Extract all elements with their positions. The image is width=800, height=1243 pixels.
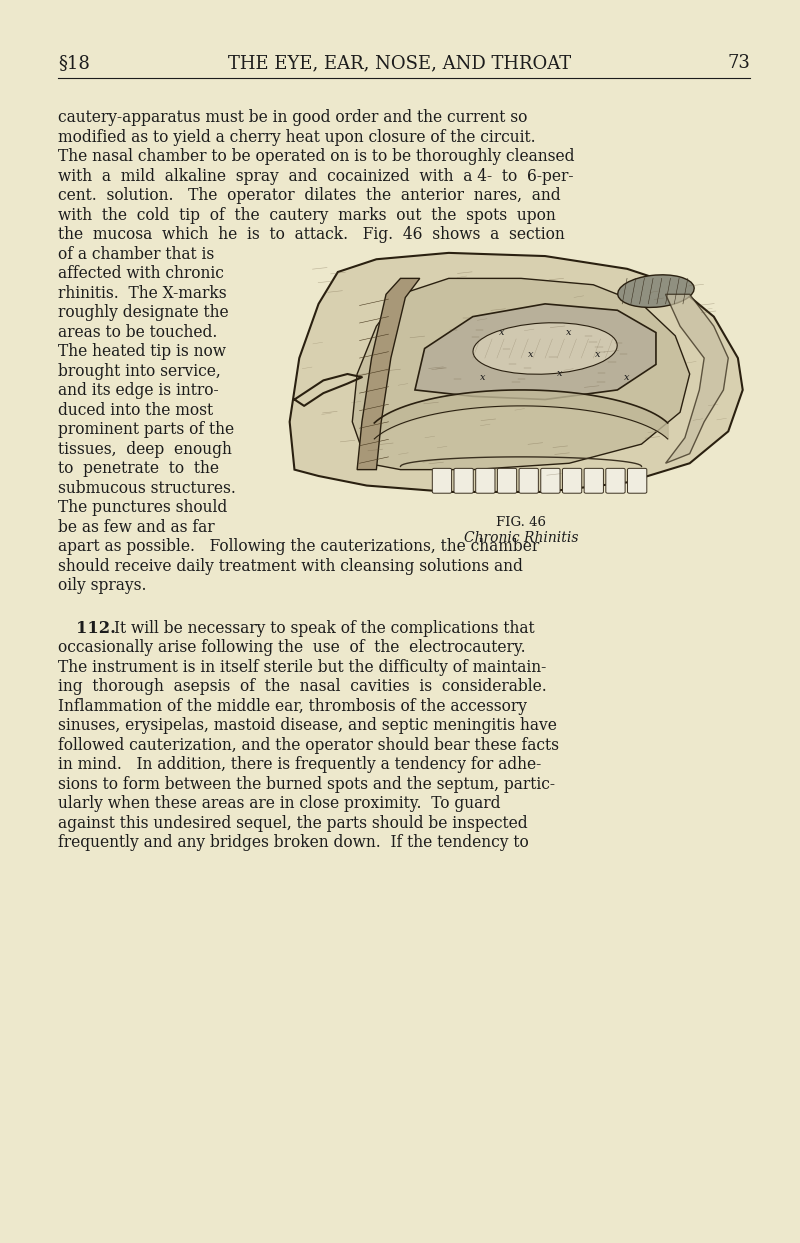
Text: x: x	[528, 351, 534, 359]
Text: The punctures should: The punctures should	[58, 498, 227, 516]
Text: Chronic Rhinitis: Chronic Rhinitis	[464, 531, 578, 544]
FancyBboxPatch shape	[541, 469, 560, 493]
Text: the  mucosa  which  he  is  to  attack.   Fig.  46  shows  a  section: the mucosa which he is to attack. Fig. 4…	[58, 226, 565, 242]
Polygon shape	[290, 252, 742, 492]
Text: x: x	[480, 373, 485, 382]
Text: roughly designate the: roughly designate the	[58, 305, 229, 321]
Text: §18: §18	[58, 53, 90, 72]
Text: with  the  cold  tip  of  the  cautery  marks  out  the  spots  upon: with the cold tip of the cautery marks o…	[58, 206, 556, 224]
Text: and its edge is intro-: and its edge is intro-	[58, 382, 218, 399]
FancyBboxPatch shape	[432, 469, 451, 493]
FancyBboxPatch shape	[606, 469, 625, 493]
Text: modified as to yield a cherry heat upon closure of the circuit.: modified as to yield a cherry heat upon …	[58, 128, 536, 145]
Text: prominent parts of the: prominent parts of the	[58, 421, 234, 438]
Text: x: x	[499, 328, 505, 337]
Polygon shape	[352, 278, 690, 470]
Text: duced into the most: duced into the most	[58, 401, 213, 419]
Text: areas to be touched.: areas to be touched.	[58, 323, 218, 341]
Text: with  a  mild  alkaline  spray  and  cocainized  with  a 4-  to  6-per-: with a mild alkaline spray and cocainize…	[58, 168, 574, 184]
Text: FIG. 46: FIG. 46	[496, 516, 546, 528]
Text: x: x	[595, 351, 601, 359]
Text: tissues,  deep  enough: tissues, deep enough	[58, 440, 232, 457]
Text: be as few and as far: be as few and as far	[58, 518, 214, 536]
Text: ing  thorough  asepsis  of  the  nasal  cavities  is  considerable.: ing thorough asepsis of the nasal caviti…	[58, 679, 546, 695]
Text: submucous structures.: submucous structures.	[58, 480, 236, 496]
Text: followed cauterization, and the operator should bear these facts: followed cauterization, and the operator…	[58, 737, 559, 755]
FancyBboxPatch shape	[498, 469, 517, 493]
Text: frequently and any bridges broken down.  If the tendency to: frequently and any bridges broken down. …	[58, 834, 529, 851]
Ellipse shape	[618, 275, 694, 307]
Text: x: x	[624, 373, 630, 382]
FancyBboxPatch shape	[627, 469, 647, 493]
FancyBboxPatch shape	[519, 469, 538, 493]
FancyBboxPatch shape	[584, 469, 603, 493]
Text: sions to form between the burned spots and the septum, partic-: sions to form between the burned spots a…	[58, 776, 555, 793]
Text: affected with chronic: affected with chronic	[58, 265, 224, 282]
Text: should receive daily treatment with cleansing solutions and: should receive daily treatment with clea…	[58, 558, 523, 574]
Text: against this undesired sequel, the parts should be inspected: against this undesired sequel, the parts…	[58, 815, 528, 832]
FancyBboxPatch shape	[454, 469, 474, 493]
Text: ularly when these areas are in close proximity.  To guard: ularly when these areas are in close pro…	[58, 796, 501, 813]
Text: Inflammation of the middle ear, thrombosis of the accessory: Inflammation of the middle ear, thrombos…	[58, 697, 527, 715]
Text: x: x	[566, 328, 572, 337]
Text: 73: 73	[727, 53, 750, 72]
Text: The heated tip is now: The heated tip is now	[58, 343, 226, 360]
Text: occasionally arise following the  use  of  the  electrocautery.: occasionally arise following the use of …	[58, 639, 526, 656]
Text: 112.: 112.	[76, 620, 116, 636]
Text: oily sprays.: oily sprays.	[58, 577, 146, 594]
Text: cautery-apparatus must be in good order and the current so: cautery-apparatus must be in good order …	[58, 109, 527, 126]
Text: in mind.   In addition, there is frequently a tendency for adhe-: in mind. In addition, there is frequentl…	[58, 757, 542, 773]
Text: It will be necessary to speak of the complications that: It will be necessary to speak of the com…	[114, 620, 534, 636]
Text: The instrument is in itself sterile but the difficulty of maintain-: The instrument is in itself sterile but …	[58, 659, 546, 676]
Polygon shape	[357, 278, 420, 470]
Text: rhinitis.  The X-marks: rhinitis. The X-marks	[58, 285, 226, 302]
Text: The nasal chamber to be operated on is to be thoroughly cleansed: The nasal chamber to be operated on is t…	[58, 148, 574, 165]
Text: brought into service,: brought into service,	[58, 363, 221, 379]
Ellipse shape	[473, 323, 618, 374]
FancyBboxPatch shape	[476, 469, 495, 493]
Text: sinuses, erysipelas, mastoid disease, and septic meningitis have: sinuses, erysipelas, mastoid disease, an…	[58, 717, 557, 735]
Text: THE EYE, EAR, NOSE, AND THROAT: THE EYE, EAR, NOSE, AND THROAT	[229, 53, 571, 72]
Polygon shape	[415, 303, 656, 399]
Text: apart as possible.   Following the cauterizations, the chamber: apart as possible. Following the cauteri…	[58, 538, 539, 556]
Text: to  penetrate  to  the: to penetrate to the	[58, 460, 219, 477]
Text: x: x	[557, 369, 562, 379]
Text: of a chamber that is: of a chamber that is	[58, 246, 214, 262]
Polygon shape	[666, 295, 728, 464]
Text: cent.  solution.   The  operator  dilates  the  anterior  nares,  and: cent. solution. The operator dilates the…	[58, 186, 561, 204]
FancyBboxPatch shape	[562, 469, 582, 493]
